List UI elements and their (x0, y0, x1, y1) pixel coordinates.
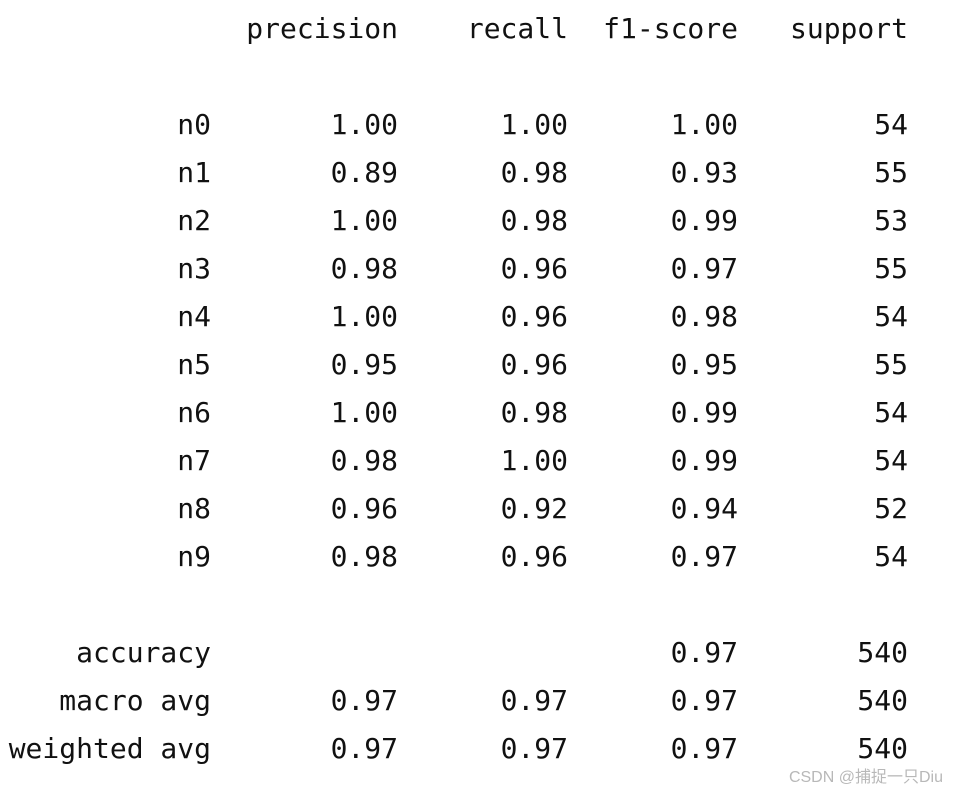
macro-avg-label: macro avg (59, 684, 211, 717)
accuracy-support: 540 (857, 636, 908, 669)
header-row: precision recall f1-score support (0, 5, 957, 53)
f1-value: 1.00 (670, 108, 738, 141)
recall-value: 0.98 (500, 204, 568, 237)
header-precision: precision (246, 12, 398, 45)
csdn-watermark: CSDN @捕捉一只Diu (788, 769, 943, 786)
precision-value: 1.00 (330, 204, 398, 237)
recall-value: 0.98 (500, 156, 568, 189)
recall-value: 0.96 (500, 540, 568, 573)
support-value: 53 (874, 204, 908, 237)
class-label: n7 (177, 444, 211, 477)
class-label: n8 (177, 492, 211, 525)
class-row-n9: n9 0.98 0.96 0.97 54 (0, 533, 957, 581)
support-value: 55 (874, 252, 908, 285)
precision-value: 0.89 (330, 156, 398, 189)
header-support: support (789, 12, 908, 45)
f1-value: 0.99 (670, 444, 738, 477)
f1-value: 0.93 (670, 156, 738, 189)
f1-value: 0.99 (670, 396, 738, 429)
precision-value: 0.95 (330, 348, 398, 381)
precision-value: 1.00 (330, 300, 398, 333)
class-label: n0 (177, 108, 211, 141)
recall-value: 1.00 (500, 444, 568, 477)
class-label: n2 (177, 204, 211, 237)
class-row-n3: n3 0.98 0.96 0.97 55 (0, 245, 957, 293)
precision-value: 0.97 (330, 732, 398, 765)
header-f1-score: f1-score (603, 12, 738, 45)
recall-value: 0.98 (500, 396, 568, 429)
f1-value: 0.95 (670, 348, 738, 381)
class-row-n6: n6 1.00 0.98 0.99 54 (0, 389, 957, 437)
macro-avg-row: macro avg 0.97 0.97 0.97 540 (0, 677, 957, 725)
recall-value: 0.96 (500, 348, 568, 381)
precision-value: 0.98 (330, 444, 398, 477)
class-label: n6 (177, 396, 211, 429)
precision-value: 0.97 (330, 684, 398, 717)
recall-value: 0.97 (500, 684, 568, 717)
support-value: 540 (857, 684, 908, 717)
f1-value: 0.97 (670, 732, 738, 765)
recall-value: 0.96 (500, 252, 568, 285)
support-value: 52 (874, 492, 908, 525)
class-label: n9 (177, 540, 211, 573)
precision-value: 1.00 (330, 396, 398, 429)
f1-value: 0.97 (670, 252, 738, 285)
f1-value: 0.94 (670, 492, 738, 525)
class-row-n1: n1 0.89 0.98 0.93 55 (0, 149, 957, 197)
support-value: 54 (874, 300, 908, 333)
support-value: 55 (874, 348, 908, 381)
accuracy-label: accuracy (76, 636, 211, 669)
weighted-avg-row: weighted avg 0.97 0.97 0.97 540 (0, 725, 957, 773)
class-row-n4: n4 1.00 0.96 0.98 54 (0, 293, 957, 341)
precision-value: 0.98 (330, 540, 398, 573)
weighted-avg-label: weighted avg (8, 732, 211, 765)
f1-value: 0.99 (670, 204, 738, 237)
accuracy-value: 0.97 (670, 636, 738, 669)
precision-value: 0.96 (330, 492, 398, 525)
accuracy-row: accuracy 0.97 540 (0, 629, 957, 677)
class-label: n5 (177, 348, 211, 381)
recall-value: 0.96 (500, 300, 568, 333)
support-value: 55 (874, 156, 908, 189)
precision-value: 1.00 (330, 108, 398, 141)
class-row-n0: n0 1.00 1.00 1.00 54 (0, 101, 957, 149)
support-value: 54 (874, 540, 908, 573)
recall-value: 0.97 (500, 732, 568, 765)
class-row-n5: n5 0.95 0.96 0.95 55 (0, 341, 957, 389)
class-row-n8: n8 0.96 0.92 0.94 52 (0, 485, 957, 533)
precision-value: 0.98 (330, 252, 398, 285)
class-row-n7: n7 0.98 1.00 0.99 54 (0, 437, 957, 485)
support-value: 540 (857, 732, 908, 765)
f1-value: 0.97 (670, 540, 738, 573)
class-label: n3 (177, 252, 211, 285)
class-label: n1 (177, 156, 211, 189)
class-row-n2: n2 1.00 0.98 0.99 53 (0, 197, 957, 245)
support-value: 54 (874, 108, 908, 141)
class-label: n4 (177, 300, 211, 333)
recall-value: 1.00 (500, 108, 568, 141)
header-recall: recall (466, 12, 568, 45)
f1-value: 0.98 (670, 300, 738, 333)
support-value: 54 (874, 444, 908, 477)
support-value: 54 (874, 396, 908, 429)
recall-value: 0.92 (500, 492, 568, 525)
f1-value: 0.97 (670, 684, 738, 717)
